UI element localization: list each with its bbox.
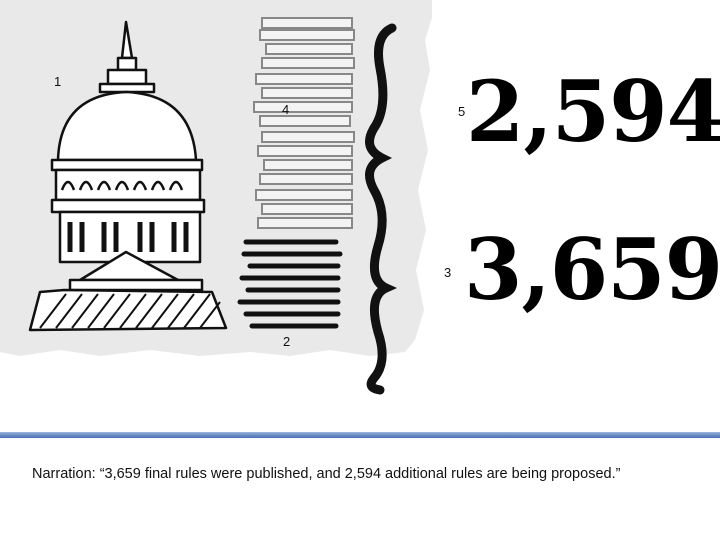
capitol-dome-sketch [28,20,228,332]
marker-4: 4 [282,102,290,117]
capitol-base-hatching [39,293,221,329]
narration-notes: Narration: “3,659 final rules were publi… [32,466,621,482]
proposed-rules-stack [253,17,355,229]
final-rules-stack [237,239,343,329]
marker-5: 5 [458,104,466,119]
marker-2: 2 [283,334,291,349]
marker-3: 3 [444,265,452,280]
final-rules-count: 3,659 [464,220,720,319]
notes-divider [0,432,720,438]
sketch-illustration [0,0,432,395]
marker-1: 1 [54,74,62,89]
proposed-rules-count: 2,594 [466,62,720,161]
slide-canvas: 1 2 3 4 5 2,594 3,659 [0,0,720,395]
curly-brace [365,23,398,395]
